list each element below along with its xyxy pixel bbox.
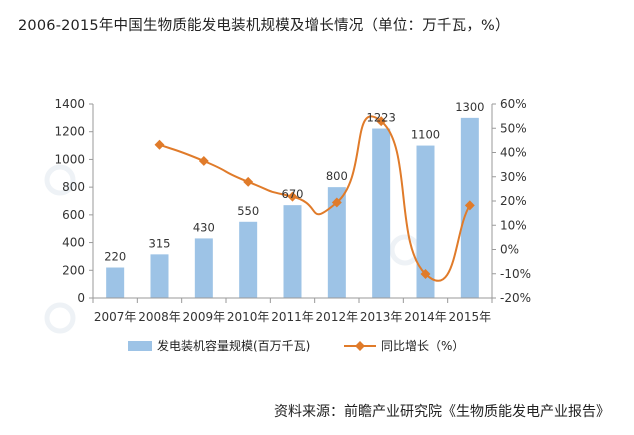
bar-value-label: 1300 bbox=[455, 100, 484, 114]
x-tick-label: 2007年 bbox=[94, 310, 137, 324]
bar bbox=[106, 267, 125, 298]
left-tick-label: 600 bbox=[62, 208, 85, 222]
bar-value-label: 670 bbox=[282, 187, 304, 201]
bar bbox=[194, 238, 213, 298]
bar bbox=[283, 205, 302, 298]
x-tick-label: 2013年 bbox=[360, 310, 403, 324]
legend-label-line: 同比增长（%） bbox=[381, 339, 464, 353]
chart-title: 2006-2015年中国生物质能发电装机规模及增长情况（单位：万千瓦，%） bbox=[18, 18, 510, 34]
x-tick-label: 2009年 bbox=[183, 310, 226, 324]
left-tick-label: 800 bbox=[62, 180, 85, 194]
right-tick-label: -20% bbox=[500, 291, 531, 305]
bar bbox=[327, 187, 346, 298]
right-tick-label: 50% bbox=[500, 121, 527, 135]
watermark-logo bbox=[44, 164, 76, 196]
source-note: 资料来源：前瞻产业研究院《生物质能发电产业报告》 bbox=[274, 404, 610, 420]
watermark bbox=[44, 164, 421, 334]
line-marker bbox=[243, 176, 254, 187]
bar bbox=[239, 221, 258, 298]
legend-swatch-marker bbox=[355, 341, 365, 351]
x-tick-label: 2008年 bbox=[138, 310, 181, 324]
line-marker bbox=[464, 200, 475, 211]
x-tick-label: 2015年 bbox=[449, 310, 492, 324]
bar bbox=[372, 128, 391, 298]
left-tick-label: 400 bbox=[62, 236, 85, 250]
bar-value-label: 220 bbox=[104, 250, 126, 264]
right-tick-label: 20% bbox=[500, 194, 527, 208]
bar-value-label: 550 bbox=[237, 204, 259, 218]
watermark-logo bbox=[389, 234, 421, 266]
legend: 发电装机容量规模(百万千瓦) 同比增长（%） bbox=[128, 338, 464, 353]
bar bbox=[150, 254, 169, 298]
line-marker bbox=[154, 139, 165, 150]
bar bbox=[416, 145, 435, 298]
watermark-logo bbox=[44, 302, 76, 334]
left-tick-label: 1200 bbox=[54, 125, 85, 139]
right-tick-label: 10% bbox=[500, 218, 527, 232]
right-tick-label: -10% bbox=[500, 267, 531, 281]
x-tick-label: 2010年 bbox=[227, 310, 270, 324]
right-tick-label: 30% bbox=[500, 170, 527, 184]
bar-value-label: 430 bbox=[193, 220, 215, 234]
left-tick-label: 1400 bbox=[54, 97, 85, 111]
right-tick-label: 0% bbox=[500, 243, 519, 257]
x-tick-label: 2011年 bbox=[271, 310, 314, 324]
bar-value-label: 315 bbox=[149, 236, 171, 250]
line-marker bbox=[331, 197, 342, 208]
x-tick-label: 2012年 bbox=[316, 310, 359, 324]
bar-value-label: 1223 bbox=[367, 111, 396, 125]
left-tick-label: 200 bbox=[62, 263, 85, 277]
bar-value-label: 1100 bbox=[411, 128, 440, 142]
data-labels: 220 315 430 550 670 800 1223 1100 1300 bbox=[104, 100, 484, 264]
bar-value-label: 800 bbox=[326, 169, 348, 183]
legend-swatch-bar bbox=[128, 341, 152, 351]
line-marker bbox=[287, 191, 298, 202]
right-tick-label: 40% bbox=[500, 146, 527, 160]
line-marker bbox=[420, 269, 431, 279]
legend-label-bar: 发电装机容量规模(百万千瓦) bbox=[157, 338, 310, 353]
axes: 0 200 400 600 800 1000 1200 1400 -20% -10% 0% 10% 20… bbox=[54, 97, 531, 324]
line-marker bbox=[198, 156, 209, 166]
left-tick-label: 1000 bbox=[54, 152, 85, 166]
left-tick-label: 0 bbox=[77, 291, 85, 305]
right-tick-label: 60% bbox=[500, 97, 527, 111]
x-tick-label: 2014年 bbox=[404, 310, 447, 324]
